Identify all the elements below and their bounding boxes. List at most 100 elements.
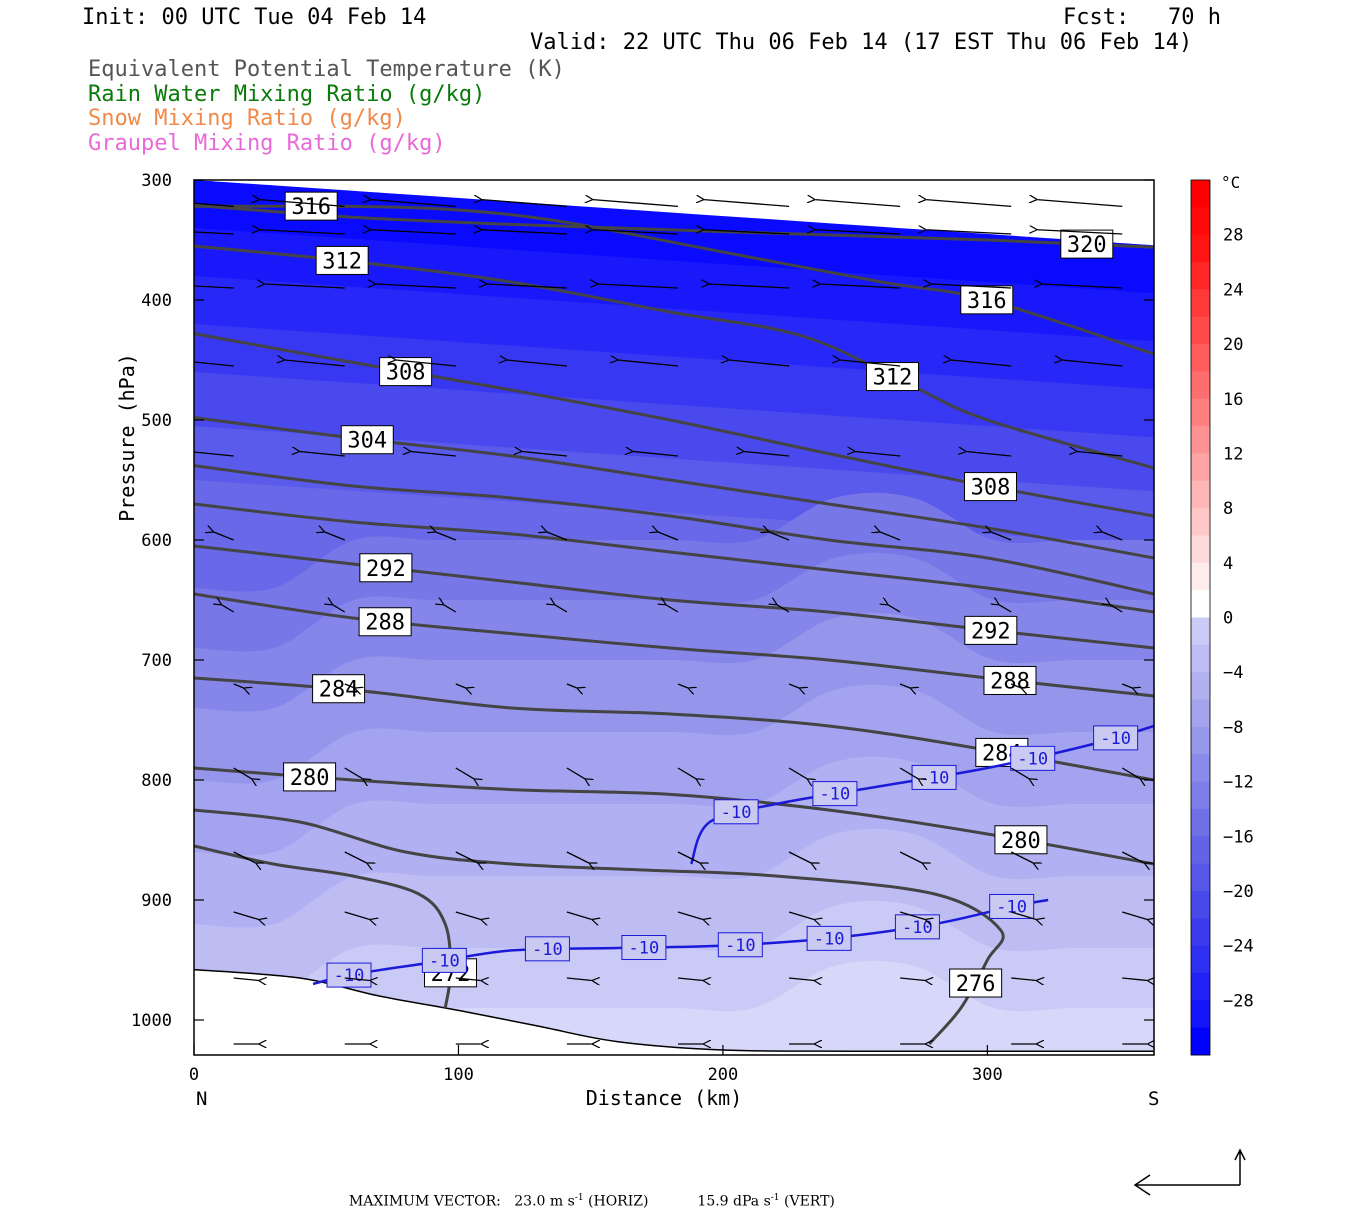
theta-e-label-box [960,285,1014,315]
wind-vector [194,285,234,289]
wind-vector [788,851,811,863]
field-label-rain: Rain Water Mixing Ratio (g/kg) [88,82,486,107]
temp-label-box [524,936,570,962]
x-end-label-north: N [196,1088,207,1110]
colorbar-segment [1191,890,1210,919]
field-label-theta-e: Equivalent Potential Temperature (K) [88,57,565,82]
wind-vector [951,360,1012,367]
wind-vector [1122,978,1147,981]
wind-vector [344,683,355,688]
wind-vector [1110,605,1123,613]
colorbar-segment [1191,289,1210,318]
colorbar-tick-label: −24 [1223,937,1254,957]
wind-vector [820,284,901,289]
footer-vert-tag: (VERT) [784,1193,835,1210]
wind-vector [260,200,345,208]
field-label-graupel: Graupel Mixing Ratio (g/kg) [88,131,446,156]
wind-vector [788,683,799,688]
colorbar-tick-label: 8 [1223,499,1233,519]
colorbar-segment [1191,808,1210,837]
wind-vector [455,851,478,863]
temp-contour-minus10 [312,898,1049,986]
temp-label-box [326,962,372,988]
colorbar-segment [1191,699,1210,728]
colorbar-segment [1191,207,1210,236]
wind-vector [677,683,688,688]
colorbar-segment [1191,262,1210,290]
valid-time: Valid: 22 UTC Thu 06 Feb 14 (17 EST Thu … [530,30,1193,55]
colorbar-tick-label: −8 [1223,718,1243,738]
colorbar-segment [1191,453,1210,482]
theta-e-label: 312 [873,366,913,391]
terrain-fill [194,969,1154,1057]
wind-vector [522,452,567,457]
wind-vector [222,605,235,613]
colorbar-segment [1191,918,1210,947]
colorbar-tick-label: −20 [1223,882,1254,902]
wind-vector [344,911,370,920]
theta-e-contour-280 [194,766,1154,866]
temp-label-box [713,799,759,825]
wind-vector [899,851,922,863]
x-axis-label: Distance (km) [586,1086,743,1110]
wind-vector [411,452,456,457]
wind-vector [233,767,252,779]
plot-frame [193,179,1155,1056]
wind-vector [598,284,678,289]
colorbar-segment [1191,726,1210,755]
footer-max-vector: MAXIMUM VECTOR: 23.0 m s-1 (HORIZ) 15.9 … [340,1177,835,1210]
wind-vector [1121,851,1144,863]
wind-vector [194,451,234,457]
wind-vector [371,230,456,235]
axes: 300 400 500 600 700 800 900 1000 0 100 200 300 N S Dis… [115,171,1159,1110]
x-tick-label: 0 [189,1065,199,1085]
theta-e-label: 316 [967,289,1007,314]
theta-e-label-box [994,825,1048,855]
y-tick-label: 400 [141,291,172,311]
wind-vector [482,230,567,235]
wind-vector [704,200,790,208]
y-tick-label: 900 [141,891,172,911]
wind-vector [677,767,696,779]
wind-vector [455,683,466,688]
theta-e-label-box [340,425,394,455]
wind-vector [704,230,790,235]
wind-vector [666,605,679,613]
colorbar-tick-label: 24 [1223,280,1243,300]
temp-contour-minus10 [690,724,1154,865]
temp-label: -10 [919,768,950,788]
y-tick-label: 800 [141,771,172,791]
colorbar-segment [1191,371,1210,400]
colorbar-tick-label: −28 [1223,991,1254,1011]
wind-vector [999,605,1012,613]
colorbar-tick-label: 20 [1223,335,1243,355]
theta-e-label: 276 [956,972,996,997]
temp-label-box [812,781,858,807]
wind-vector [455,767,474,779]
temp-label-box [1093,725,1139,751]
wind-vector [880,532,901,541]
colorbar-segment [1191,972,1210,1001]
wind-vector [1042,284,1123,289]
colorbar-segment [1191,398,1210,427]
wind-vector [487,284,567,289]
theta-e-contour-300 [194,464,1154,596]
wind-vector [566,851,589,863]
theta-e-contour-296 [194,502,1154,614]
colorbar-segment [1191,480,1210,509]
theta-e-label: 308 [386,361,426,386]
wind-vector [482,200,567,208]
reference-horizontal-arrow [1133,1174,1240,1196]
theta-e-label: 304 [347,429,387,454]
x-tick-label: 300 [972,1065,1003,1085]
wind-vector [233,911,259,920]
theta-e-contour-276 [194,808,1005,1045]
wind-vector [300,452,345,457]
wind-vector [677,911,703,920]
wind-vector [396,360,456,367]
theta-e-label: 280 [290,766,330,791]
wind-vector [1037,230,1123,235]
y-tick-label: 500 [141,411,172,431]
wind-vector [1121,767,1140,779]
wind-vector [233,978,259,981]
